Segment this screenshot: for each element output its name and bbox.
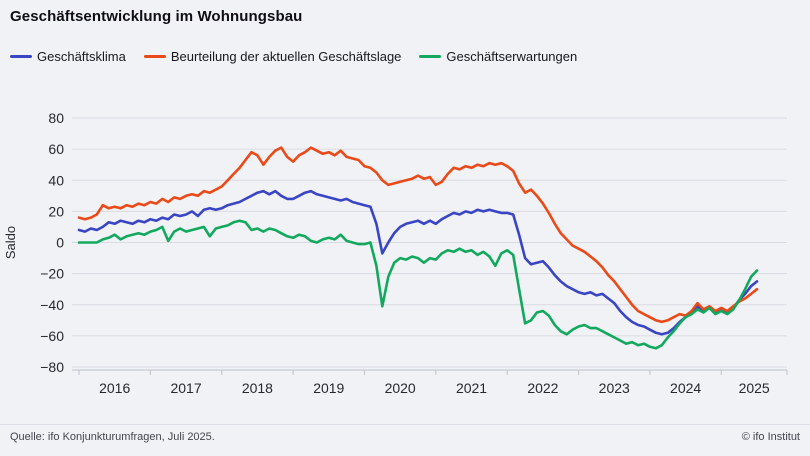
svg-text:80: 80 (48, 110, 64, 126)
svg-text:2021: 2021 (456, 380, 487, 396)
svg-text:60: 60 (48, 141, 64, 157)
legend-swatch-blue (10, 55, 32, 58)
svg-text:2025: 2025 (739, 380, 770, 396)
svg-text:−20: −20 (40, 266, 64, 282)
svg-text:2017: 2017 (170, 380, 201, 396)
svg-text:−80: −80 (40, 359, 64, 375)
svg-text:2024: 2024 (670, 380, 701, 396)
legend-label: Beurteilung der aktuellen Geschäftslage (170, 49, 402, 64)
legend-item-geschaeftserwartungen[interactable]: Geschäftserwartungen (419, 49, 577, 64)
line-chart-canvas: 80 60 40 20 0 −20 −40 −60 −80 2016 2017 2018 2019 202… (0, 95, 810, 405)
legend-swatch-green (419, 55, 442, 58)
legend-item-geschaeftsklima[interactable]: Geschäftsklima (10, 49, 126, 64)
svg-text:20: 20 (48, 203, 64, 219)
chart-title: Geschäftsentwicklung im Wohnungsbau (10, 8, 303, 25)
footer-divider (0, 424, 810, 425)
legend-label: Geschäftsklima (37, 49, 126, 64)
svg-text:2020: 2020 (385, 380, 416, 396)
svg-text:0: 0 (56, 235, 64, 251)
x-axis: 2016 2017 2018 2019 2020 2021 2022 2023 2024 2025 (72, 369, 788, 396)
svg-text:2016: 2016 (99, 380, 130, 396)
copyright-note: © ifo Institut (741, 431, 800, 443)
y-axis-label: Saldo (3, 226, 18, 259)
line-chart-svg: 80 60 40 20 0 −20 −40 −60 −80 2016 2017 2018 2019 202… (3, 110, 788, 396)
source-note: Quelle: ifo Konjunkturumfragen, Juli 202… (10, 431, 215, 443)
series-line-2 (77, 219, 759, 350)
legend-label: Geschäftserwartungen (446, 49, 578, 64)
svg-text:40: 40 (48, 172, 64, 188)
svg-text:2018: 2018 (242, 380, 273, 396)
svg-text:2019: 2019 (313, 380, 344, 396)
svg-text:2023: 2023 (599, 380, 630, 396)
series-line-1 (77, 146, 759, 324)
series-line-0 (77, 189, 759, 336)
svg-text:−40: −40 (40, 297, 64, 313)
svg-text:−60: −60 (40, 328, 64, 344)
legend: Geschäftsklima Beurteilung der aktuellen… (10, 49, 577, 64)
legend-swatch-orange (143, 55, 166, 58)
svg-text:2022: 2022 (527, 380, 558, 396)
gridlines: 80 60 40 20 0 −20 −40 −60 −80 (40, 110, 787, 375)
legend-item-geschaeftslage[interactable]: Beurteilung der aktuellen Geschäftslage (143, 49, 402, 64)
